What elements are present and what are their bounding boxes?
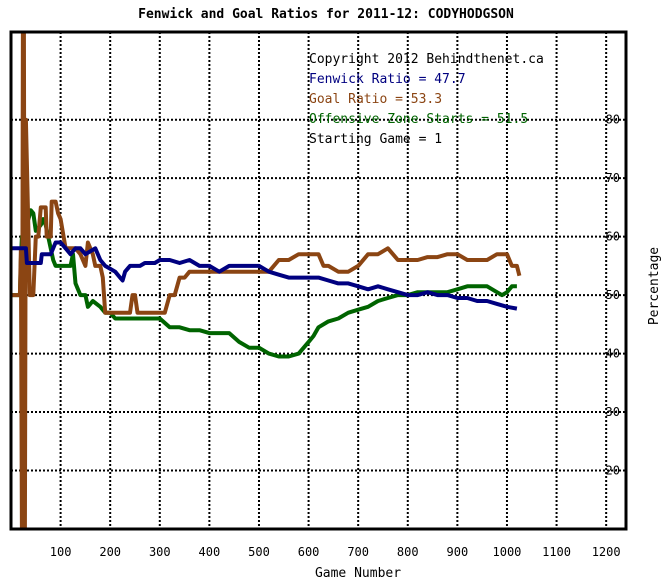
- legend: Copyright 2012 Behindthenet.ca Fenwick Ra…: [309, 52, 544, 147]
- y-tick-label: 80: [606, 113, 620, 127]
- legend-entry-ozs: Offensive Zone Starts = 51.5: [309, 112, 528, 127]
- x-axis-ticks: 100 200 300 400 500 600 700 800 900 1000 1100 1200: [50, 545, 621, 559]
- x-tick-label: 1100: [542, 545, 571, 559]
- y-tick-label: 20: [606, 464, 620, 478]
- x-tick-label: 1000: [493, 545, 522, 559]
- plot-frame: [9, 30, 628, 531]
- series-line-0: [11, 240, 518, 311]
- x-tick-label: 900: [447, 545, 469, 559]
- starting-game-note: Starting Game = 1: [309, 132, 442, 147]
- x-axis-label: Game Number: [315, 566, 401, 580]
- series-line-1: [11, 32, 522, 529]
- plot-area: [11, 32, 626, 529]
- x-tick-label: 700: [347, 545, 369, 559]
- x-tick-label: 200: [99, 545, 121, 559]
- x-tick-label: 600: [298, 545, 320, 559]
- x-tick-label: 100: [50, 545, 72, 559]
- copyright-note: Copyright 2012 Behindthenet.ca: [309, 52, 544, 67]
- y-tick-label: 50: [606, 288, 620, 302]
- y-tick-label: 40: [606, 347, 620, 361]
- series-lines: [11, 32, 522, 529]
- x-tick-label: 1200: [592, 545, 621, 559]
- y-axis-label: Percentage: [647, 247, 662, 325]
- y-tick-label: 60: [606, 230, 620, 244]
- legend-entry-goal: Goal Ratio = 53.3: [309, 92, 442, 107]
- y-tick-label: 70: [606, 171, 620, 185]
- x-tick-label: 300: [149, 545, 171, 559]
- legend-entry-fenwick: Fenwick Ratio = 47.7: [309, 72, 466, 87]
- y-axis-ticks: 20 30 40 50 60 70 80: [606, 113, 620, 478]
- x-tick-label: 400: [199, 545, 221, 559]
- chart-title: Fenwick and Goal Ratios for 2011-12: COD…: [138, 7, 514, 22]
- y-tick-label: 30: [606, 405, 620, 419]
- x-tick-label: 500: [248, 545, 270, 559]
- x-tick-label: 800: [397, 545, 419, 559]
- grid: [11, 32, 626, 529]
